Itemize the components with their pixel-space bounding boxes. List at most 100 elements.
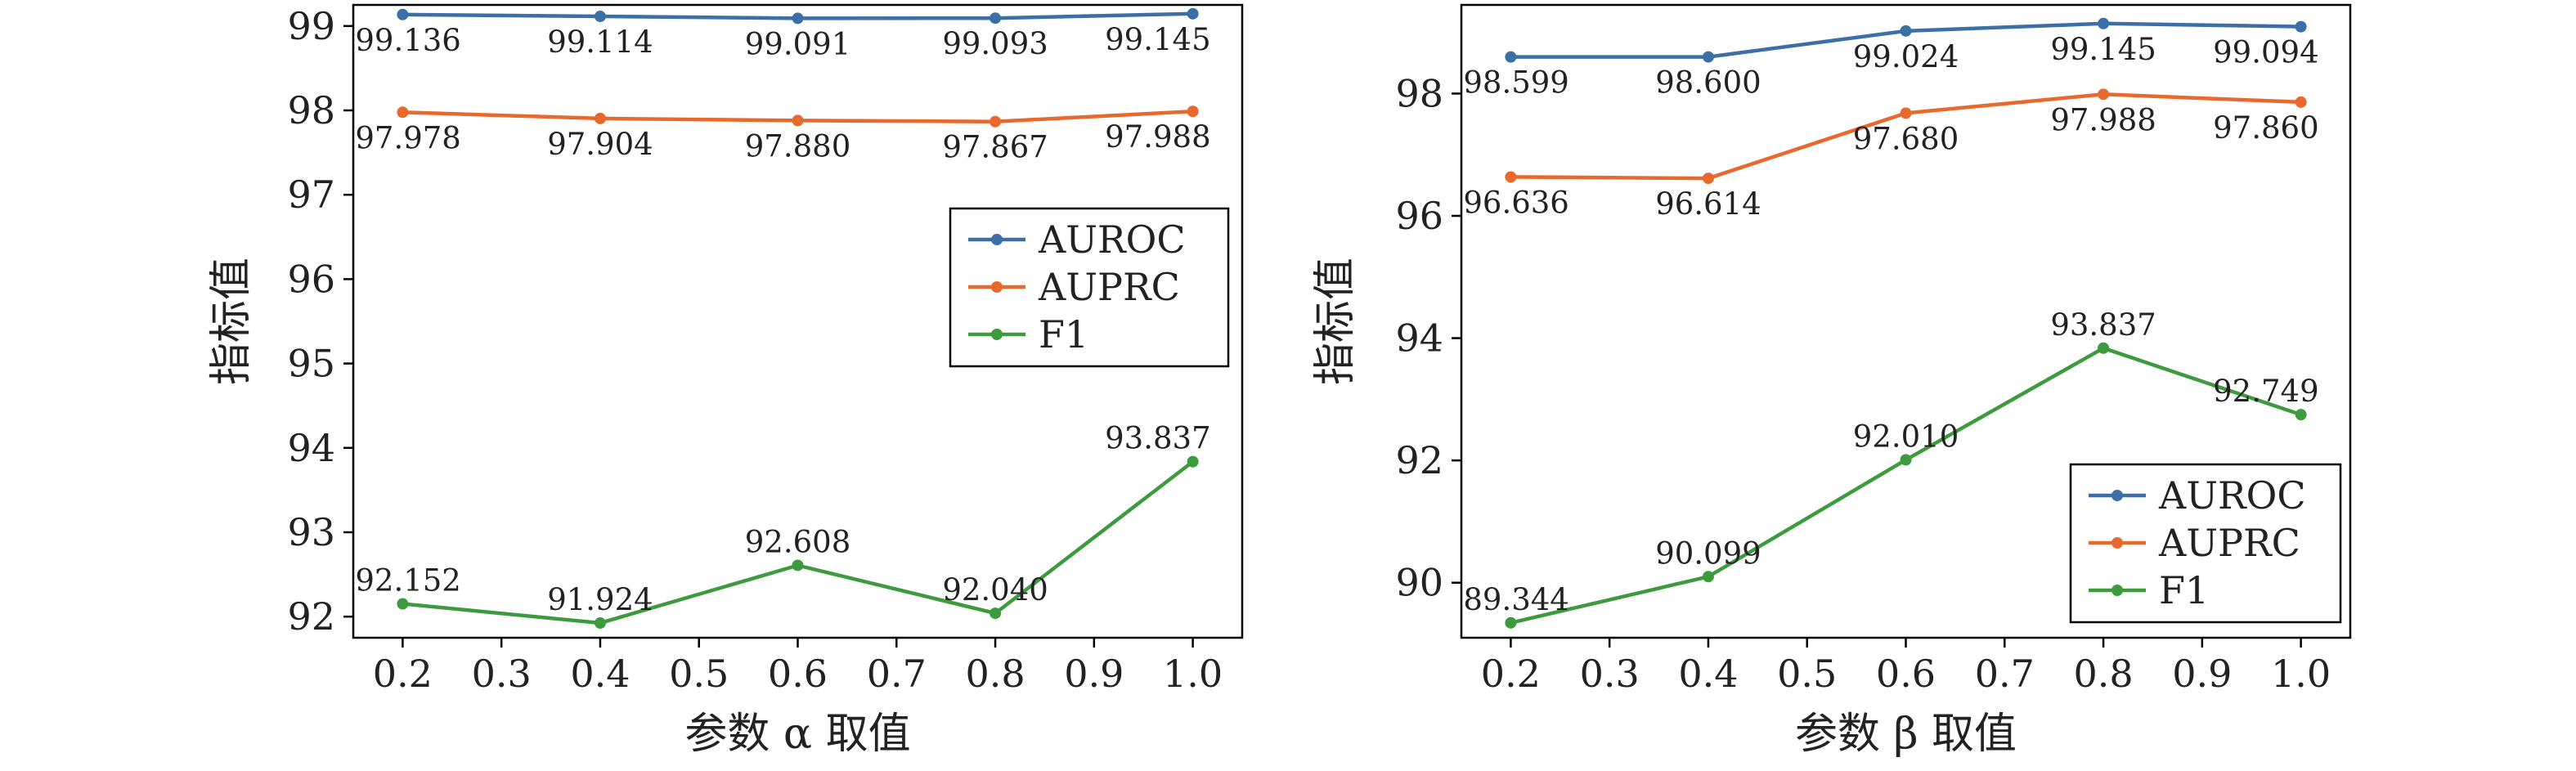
data-label: 98.599 <box>1463 65 1568 101</box>
data-point-auprc <box>594 112 606 124</box>
data-point-f1 <box>594 617 606 630</box>
y-tick-label: 97 <box>287 173 335 217</box>
legend-label-auprc: AUPRC <box>1038 265 1180 309</box>
legend-marker-auroc <box>991 234 1003 245</box>
data-label: 92.010 <box>1853 419 1959 454</box>
y-tick-label: 94 <box>1395 316 1443 361</box>
data-point-auprc <box>1702 173 1714 185</box>
data-point-f1 <box>1505 616 1517 629</box>
data-point-f1 <box>2098 342 2110 354</box>
data-point-f1 <box>397 598 409 610</box>
x-tick-label: 0.9 <box>2172 652 2232 696</box>
data-point-f1 <box>990 607 1002 620</box>
x-tick-label: 0.2 <box>373 652 433 696</box>
x-tick-label: 0.6 <box>768 652 828 696</box>
data-label: 97.880 <box>745 128 850 164</box>
y-tick-label: 90 <box>1395 561 1443 605</box>
data-point-auprc <box>1187 105 1199 118</box>
legend-marker-auprc <box>2112 537 2123 549</box>
legend-label-auroc: AUROC <box>2158 473 2306 518</box>
data-label: 98.600 <box>1655 65 1761 101</box>
data-point-f1 <box>1187 455 1199 468</box>
data-label: 93.837 <box>2050 307 2156 343</box>
data-label: 93.837 <box>1105 421 1210 456</box>
data-point-auroc <box>2295 20 2307 33</box>
data-label: 92.749 <box>2213 374 2318 409</box>
legend-label-f1: F1 <box>2159 568 2209 612</box>
chart-2: 98.599 98.600 99.024 99.145 99.094 96.636 96.6… <box>1311 3 2352 759</box>
x-axis-title: 参数 α 取值 <box>684 710 910 759</box>
data-point-auprc <box>397 106 409 119</box>
x-tick-label: 0.2 <box>1481 652 1541 696</box>
x-tick-label: 0.4 <box>570 652 630 696</box>
data-label: 97.904 <box>547 127 653 162</box>
data-point-auprc <box>792 114 804 127</box>
x-tick-label: 0.5 <box>1777 652 1837 696</box>
data-label: 97.978 <box>355 120 460 155</box>
legend-marker-f1 <box>2112 585 2123 596</box>
data-label: 90.099 <box>1655 536 1761 571</box>
y-tick-label: 99 <box>287 4 335 48</box>
x-tick-label: 0.3 <box>1580 652 1640 696</box>
y-tick-label: 93 <box>287 510 335 554</box>
data-label: 99.091 <box>745 26 850 61</box>
y-tick-label: 98 <box>287 88 335 132</box>
legend-marker-auprc <box>991 281 1003 293</box>
data-point-auroc <box>1505 51 1517 63</box>
x-tick-label: 1.0 <box>1163 652 1223 696</box>
data-label: 92.152 <box>355 563 460 598</box>
x-tick-label: 0.6 <box>1876 652 1936 696</box>
data-label: 99.145 <box>1105 22 1210 57</box>
data-label: 97.988 <box>1105 119 1210 155</box>
x-tick-label: 0.9 <box>1064 652 1124 696</box>
data-point-auprc <box>2098 88 2110 101</box>
data-label: 91.924 <box>547 582 653 617</box>
y-tick-label: 95 <box>287 342 335 386</box>
data-point-auroc <box>990 12 1002 25</box>
y-tick-label: 96 <box>287 257 335 301</box>
data-label: 97.860 <box>2213 110 2318 146</box>
data-point-f1 <box>792 559 804 572</box>
data-point-f1 <box>2295 409 2307 421</box>
y-tick-label: 94 <box>287 426 335 470</box>
data-point-auroc <box>1900 25 1912 37</box>
data-point-auprc <box>1900 107 1912 119</box>
data-point-auroc <box>1702 51 1714 63</box>
data-point-auprc <box>1505 171 1517 183</box>
data-label: 92.040 <box>942 572 1048 607</box>
x-tick-label: 0.7 <box>1975 652 2035 696</box>
chart-1: 99.136 99.114 99.091 99.093 99.145 97.978 97.9… <box>207 3 1244 759</box>
data-label: 97.680 <box>1853 121 1959 156</box>
data-label: 97.867 <box>942 130 1048 165</box>
data-label: 99.136 <box>355 23 460 58</box>
legend-marker-auroc <box>2112 490 2123 501</box>
data-point-f1 <box>1702 571 1714 583</box>
data-label: 92.608 <box>745 524 850 559</box>
data-label: 89.344 <box>1463 582 1568 617</box>
y-tick-label: 92 <box>1395 438 1443 482</box>
data-point-auroc <box>2098 17 2110 29</box>
legend-label-f1: F1 <box>1039 312 1088 356</box>
y-tick-label: 96 <box>1395 194 1443 238</box>
data-label: 99.114 <box>547 25 653 60</box>
data-point-auprc <box>990 115 1002 128</box>
x-tick-label: 0.7 <box>867 652 927 696</box>
data-point-f1 <box>1900 454 1912 466</box>
data-label: 99.093 <box>942 26 1048 61</box>
x-axis-title: 参数 β 取值 <box>1795 710 2017 759</box>
x-tick-label: 0.8 <box>965 652 1025 696</box>
x-tick-label: 0.3 <box>472 652 532 696</box>
y-tick-label: 92 <box>287 594 335 639</box>
data-label: 96.614 <box>1655 186 1761 222</box>
y-axis-title: 指标值 <box>207 258 256 385</box>
data-label: 99.024 <box>1853 39 1959 74</box>
legend-marker-f1 <box>991 329 1003 340</box>
x-tick-label: 1.0 <box>2271 652 2331 696</box>
data-point-auroc <box>1187 7 1199 20</box>
data-label: 97.988 <box>2050 102 2156 137</box>
data-point-auroc <box>792 12 804 25</box>
y-tick-label: 98 <box>1395 71 1443 115</box>
